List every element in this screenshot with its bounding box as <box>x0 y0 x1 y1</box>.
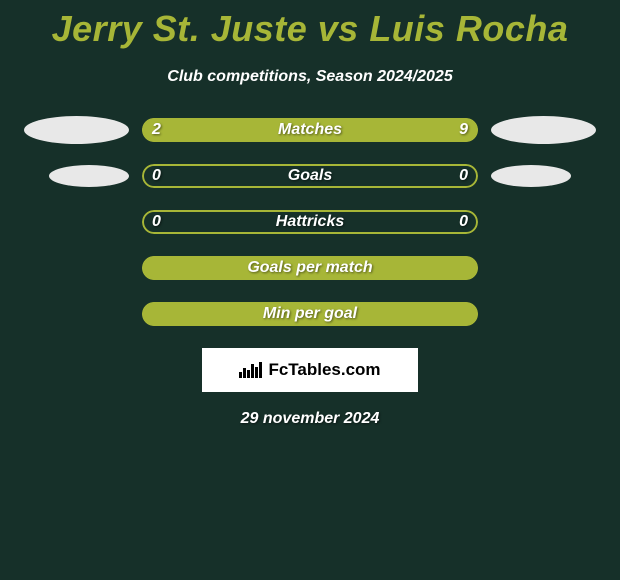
player-right-oval <box>491 254 596 282</box>
stat-row: 0 0 Goals <box>0 164 620 188</box>
subtitle: Club competitions, Season 2024/2025 <box>0 68 620 86</box>
stat-bar: 0 0 Goals <box>142 164 478 188</box>
player-right-oval <box>491 165 571 187</box>
stats-container: 2 9 Matches 0 0 Goals 0 0 Hattricks Goals per mat… <box>0 118 620 326</box>
player-right-oval <box>491 116 596 144</box>
stat-label: Hattricks <box>276 213 344 231</box>
stat-value-right: 0 <box>459 167 468 185</box>
stat-value-left: 0 <box>152 213 161 231</box>
stat-value-left: 0 <box>152 167 161 185</box>
player-left-oval <box>24 208 129 236</box>
chart-icon <box>239 362 262 378</box>
player-left-oval <box>24 116 129 144</box>
stat-row: Goals per match <box>0 256 620 280</box>
stat-value-right: 9 <box>459 121 468 139</box>
logo-text: FcTables.com <box>268 360 380 380</box>
player-left-oval <box>49 165 129 187</box>
stat-label: Goals <box>288 167 332 185</box>
date-line: 29 november 2024 <box>0 410 620 428</box>
player-right-oval <box>491 208 596 236</box>
player-left-oval <box>24 300 129 328</box>
stat-row: 2 9 Matches <box>0 118 620 142</box>
stat-bar: 2 9 Matches <box>142 118 478 142</box>
stat-bar: Min per goal <box>142 302 478 326</box>
stat-label: Matches <box>278 121 342 139</box>
logo-box: FcTables.com <box>202 348 418 392</box>
stat-bar: 0 0 Hattricks <box>142 210 478 234</box>
stat-bar: Goals per match <box>142 256 478 280</box>
stat-row: 0 0 Hattricks <box>0 210 620 234</box>
stat-value-right: 0 <box>459 213 468 231</box>
stat-label: Min per goal <box>263 305 357 323</box>
player-left-oval <box>24 254 129 282</box>
page-title: Jerry St. Juste vs Luis Rocha <box>0 0 620 50</box>
stat-row: Min per goal <box>0 302 620 326</box>
player-right-oval <box>491 300 596 328</box>
stat-label: Goals per match <box>247 259 372 277</box>
stat-value-left: 2 <box>152 121 161 139</box>
